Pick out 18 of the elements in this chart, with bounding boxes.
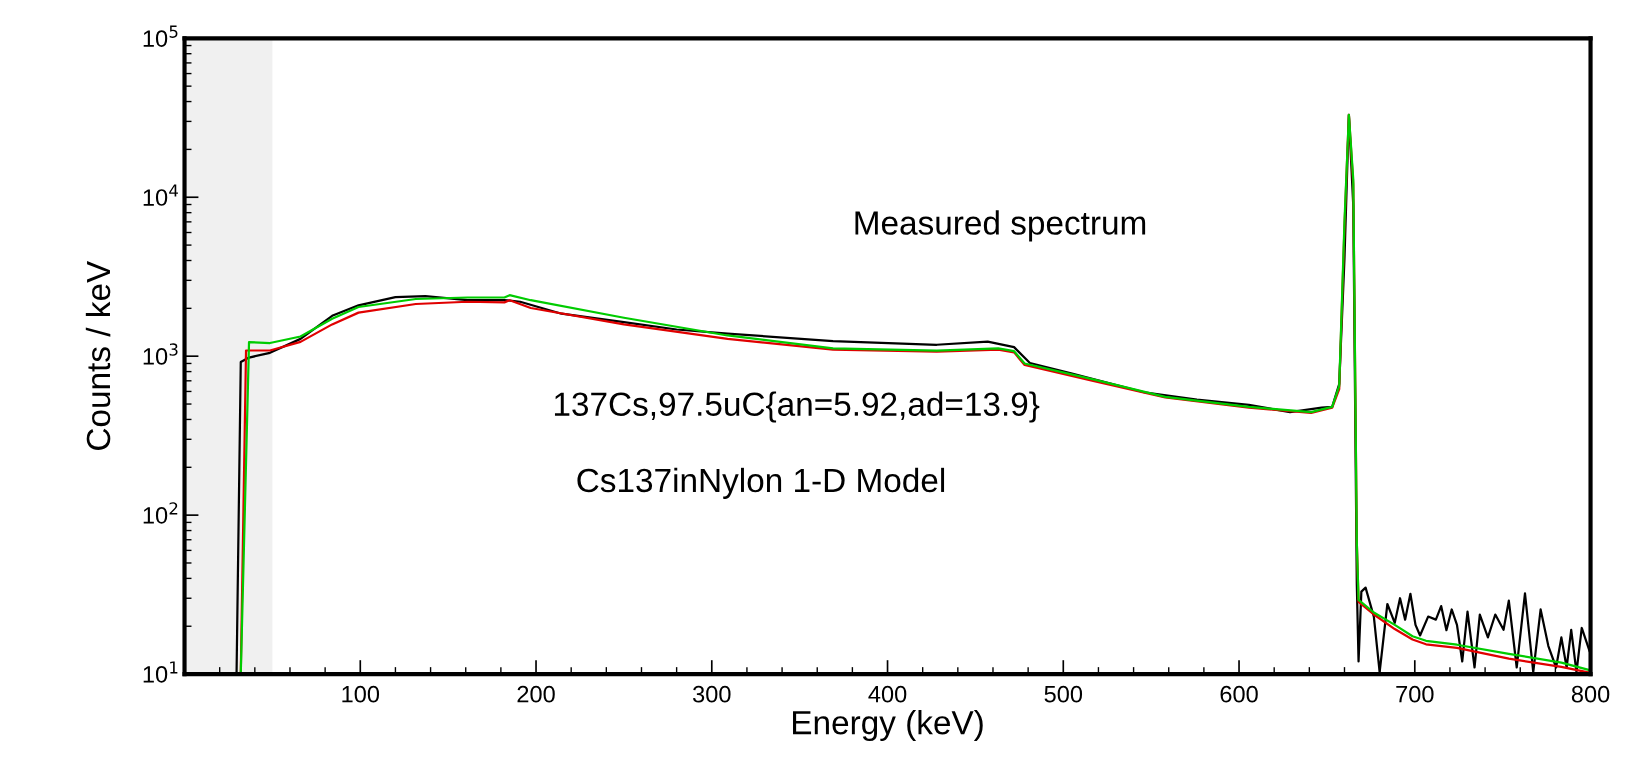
- y-tick-label: 10$^{5}$: [143, 25, 178, 47]
- annotation: Measured spectrum: [855, 210, 1146, 242]
- x-tick-label: 600: [1220, 685, 1258, 703]
- x-tick-label: 100: [342, 685, 380, 703]
- x-tick-label: 400: [868, 685, 907, 703]
- x-tick-label: 200: [517, 685, 555, 703]
- x-tick-label: 800: [1571, 685, 1610, 703]
- x-axis-title: Energy (keV): [793, 709, 983, 742]
- y-axis-title: Counts / keV: [85, 260, 111, 450]
- annotation: Cs137inNylon 1-D Model: [577, 467, 945, 499]
- x-tick-label: 700: [1396, 685, 1434, 703]
- y-tick-label: 10$^{2}$: [143, 502, 178, 524]
- annotation: 137Cs,97.5uC{an=5.92,ad=13.9}: [554, 391, 1040, 423]
- y-tick-label: 10$^{1}$: [143, 661, 178, 683]
- x-tick-label: 300: [692, 685, 731, 703]
- y-tick-label: 10$^{4}$: [143, 184, 178, 206]
- y-tick-label: 10$^{3}$: [143, 343, 178, 365]
- x-tick-label: 500: [1044, 685, 1083, 703]
